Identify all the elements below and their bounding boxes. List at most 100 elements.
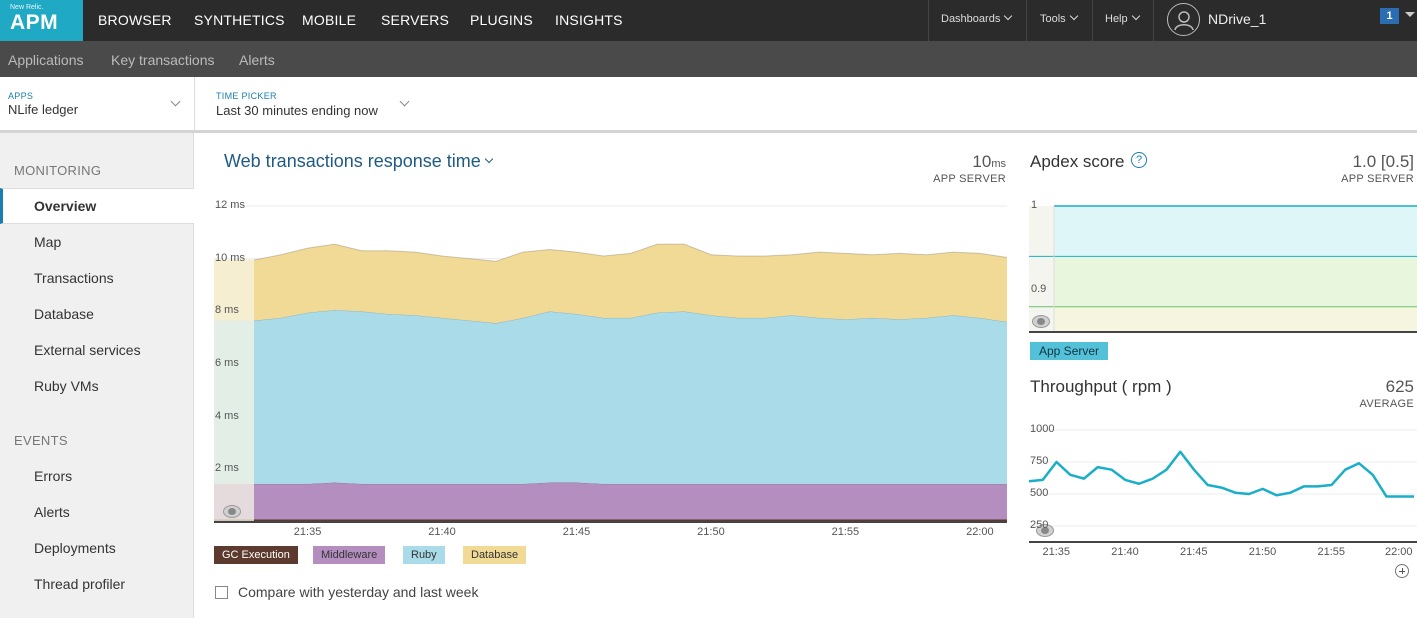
help-label: Help — [1105, 13, 1128, 25]
x-tick-label: 21:55 — [831, 526, 860, 538]
dashboards-menu[interactable]: Dashboards — [928, 0, 1026, 41]
sidebar-item-alerts[interactable]: Alerts — [34, 504, 70, 520]
nav-mobile[interactable]: MOBILE — [302, 12, 357, 28]
user-avatar-icon[interactable] — [1167, 3, 1200, 36]
area-ruby — [254, 310, 1007, 484]
throughput-title: Throughput ( rpm ) — [1030, 377, 1172, 396]
nav-synthetics[interactable]: SYNTHETICS — [194, 12, 285, 28]
legend-database[interactable]: Database — [463, 546, 527, 564]
sidebar-item-external-services[interactable]: External services — [34, 342, 141, 358]
sidebar-item-transactions[interactable]: Transactions — [34, 270, 114, 286]
chevron-down-icon — [1069, 11, 1078, 21]
response-time-chart — [214, 205, 1007, 523]
visibility-toggle-icon[interactable] — [223, 505, 241, 518]
y-tick-label: 250 — [1030, 519, 1049, 531]
top-nav: New Relic. APM BROWSER SYNTHETICS MOBILE… — [0, 0, 1417, 41]
help-menu[interactable]: Help — [1092, 0, 1153, 41]
legend-gc-execution[interactable]: GC Execution — [214, 546, 298, 564]
help-question-icon[interactable]: ? — [1131, 152, 1147, 168]
chevron-down-icon — [170, 96, 181, 107]
x-tick-label: 21:40 — [1111, 546, 1139, 558]
x-tick-label: 22:00 — [1385, 546, 1413, 558]
nav-servers[interactable]: SERVERS — [381, 12, 450, 28]
sub-nav: Applications Key transactions Alerts — [0, 41, 1417, 77]
y-tick-label: 1 — [1031, 199, 1038, 211]
y-tick-label: 2 ms — [215, 462, 239, 475]
response-time-number: 10 — [972, 152, 992, 171]
throughput-sublabel: AVERAGE — [1359, 398, 1414, 410]
y-tick-label: 750 — [1030, 455, 1049, 467]
x-tick-label: 21:50 — [1248, 546, 1277, 558]
nav-insights[interactable]: INSIGHTS — [555, 12, 623, 28]
y-tick-label: 12 ms — [215, 199, 245, 211]
apps-selector[interactable]: APPS NLife ledger — [0, 77, 195, 130]
faded-lead — [214, 259, 254, 321]
tools-menu[interactable]: Tools — [1026, 0, 1092, 41]
time-picker-value: Last 30 minutes ending now — [216, 103, 378, 118]
faded-region — [214, 258, 254, 522]
person-icon — [1174, 11, 1194, 31]
dashboards-label: Dashboards — [941, 13, 1001, 25]
username[interactable]: NDrive_1 — [1208, 11, 1267, 27]
sidebar-item-thread-profiler[interactable]: Thread profiler — [34, 576, 126, 592]
time-picker[interactable]: TIME PICKER Last 30 minutes ending now — [196, 77, 426, 130]
caret-down-icon[interactable] — [1405, 12, 1415, 17]
sidebar-item-ruby-vms[interactable]: Ruby VMs — [34, 378, 99, 394]
add-icon[interactable] — [1395, 564, 1409, 578]
throughput-line — [1029, 450, 1414, 498]
apps-label: APPS — [8, 91, 34, 101]
chevron-down-icon — [1004, 11, 1013, 21]
x-tick-label: 22:00 — [966, 526, 994, 538]
chevron-down-icon[interactable] — [484, 154, 494, 164]
sidebar-item-overview[interactable]: Overview — [34, 198, 97, 214]
area-middleware — [254, 482, 1007, 520]
x-tick-label: 21:45 — [562, 526, 591, 538]
visibility-toggle-icon[interactable] — [1032, 315, 1050, 328]
y-tick-label: 8 ms — [215, 304, 239, 317]
apdex-lead — [1029, 206, 1054, 332]
area-edge — [253, 243, 1007, 262]
response-time-title[interactable]: Web transactions response time — [224, 151, 481, 171]
y-tick-label: 0.9 — [1031, 283, 1047, 295]
sidebar-item-deployments[interactable]: Deployments — [34, 540, 116, 556]
area-edge — [253, 309, 1007, 324]
events-heading: EVENTS — [14, 433, 68, 448]
apm-logo[interactable]: New Relic. APM — [0, 0, 83, 41]
nav-plugins[interactable]: PLUGINS — [470, 12, 533, 28]
time-picker-label: TIME PICKER — [216, 91, 277, 101]
legend-middleware[interactable]: Middleware — [313, 546, 386, 564]
nav-browser[interactable]: BROWSER — [98, 12, 172, 28]
visibility-toggle-icon[interactable] — [1036, 524, 1054, 537]
faded-lead — [214, 320, 254, 484]
sidebar-item-map[interactable]: Map — [34, 234, 62, 250]
selector-row: APPS NLife ledger TIME PICKER Last 30 mi… — [0, 77, 1417, 133]
x-tick-label: 21:35 — [1042, 546, 1071, 558]
account-badge[interactable]: 1 — [1380, 8, 1399, 24]
compare-label[interactable]: Compare with yesterday and last week — [238, 584, 479, 600]
legend-ruby[interactable]: Ruby — [403, 546, 445, 564]
compare-checkbox[interactable] — [215, 586, 228, 599]
app-server-legend[interactable]: App Server — [1030, 342, 1109, 360]
y-tick-label: 6 ms — [215, 357, 239, 369]
area-database — [254, 244, 1007, 324]
chevron-down-icon — [1131, 11, 1140, 21]
area-edge — [254, 481, 1007, 485]
subnav-alerts[interactable]: Alerts — [239, 52, 275, 68]
x-tick-label: 21:45 — [1180, 546, 1208, 558]
throughput-value: 625 — [1385, 377, 1414, 396]
apps-value: NLife ledger — [8, 102, 79, 117]
apdex-band-excellent — [1054, 206, 1417, 257]
subnav-key-transactions[interactable]: Key transactions — [111, 52, 215, 68]
y-tick-label: 4 ms — [215, 409, 239, 422]
x-tick-label: 21:50 — [697, 526, 725, 538]
sidebar: MONITORING Overview Map Transactions Dat… — [0, 133, 194, 618]
chevron-down-icon — [399, 96, 410, 107]
apdex-title: Apdex score — [1030, 152, 1125, 171]
apdex-value: 1.0 [0.5] — [1352, 152, 1414, 171]
response-time-sublabel: APP SERVER — [933, 173, 1006, 185]
sidebar-item-database[interactable]: Database — [34, 306, 94, 322]
apdex-sublabel: APP SERVER — [1341, 173, 1414, 185]
faded-lead — [214, 519, 254, 522]
sidebar-item-errors[interactable]: Errors — [34, 468, 73, 484]
subnav-applications[interactable]: Applications — [8, 52, 84, 68]
